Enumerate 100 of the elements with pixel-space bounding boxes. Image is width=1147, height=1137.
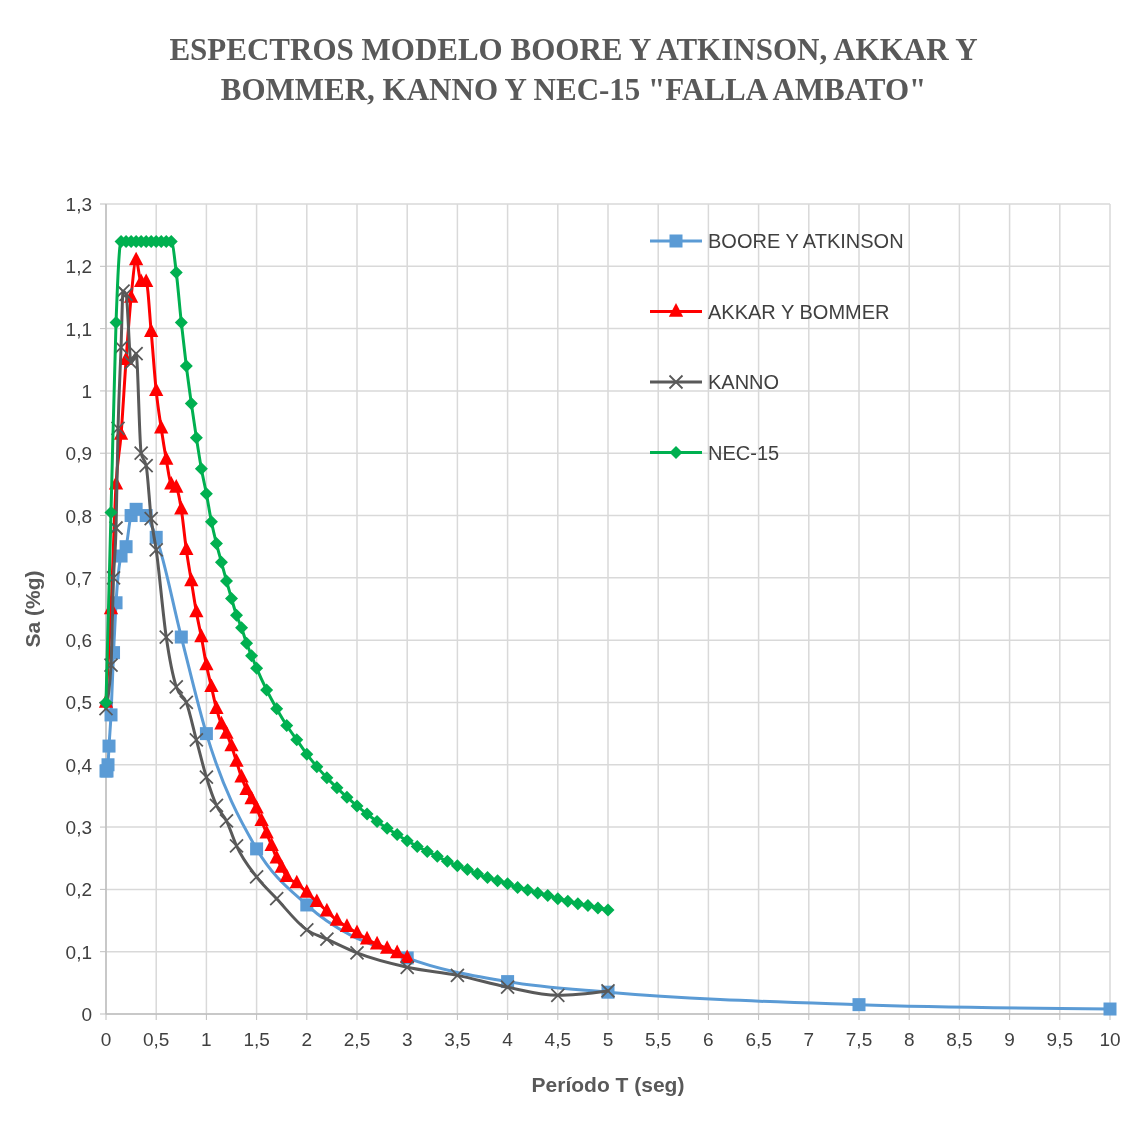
point <box>300 898 314 912</box>
point <box>239 781 254 795</box>
point <box>329 912 345 926</box>
point <box>199 769 214 785</box>
point <box>178 695 194 710</box>
x-tick-label: 4,5 <box>544 1029 572 1050</box>
y-tick-label: 0,6 <box>65 630 92 652</box>
point <box>309 893 324 908</box>
x-tick-label: 0,5 <box>142 1029 170 1050</box>
point <box>250 842 264 856</box>
point <box>274 859 289 873</box>
point <box>168 679 184 695</box>
point <box>390 944 405 959</box>
point <box>128 346 144 361</box>
point <box>149 382 164 397</box>
point <box>104 708 118 722</box>
point <box>319 902 335 917</box>
point <box>133 445 149 461</box>
y-tick-label: 1,1 <box>65 318 92 340</box>
legend-label: NEC-15 <box>708 441 780 464</box>
x-tick-label: 2,5 <box>343 1029 371 1050</box>
point <box>1103 1002 1117 1016</box>
y-tick-label: 0,4 <box>65 754 93 776</box>
point <box>234 768 249 783</box>
x-axis-title: Período T (seg) <box>531 1073 685 1096</box>
point <box>219 725 234 739</box>
point <box>199 656 214 671</box>
point <box>128 251 144 266</box>
point <box>143 511 159 527</box>
x-tick-label: 5,5 <box>644 1029 672 1050</box>
point <box>184 572 199 587</box>
point <box>349 945 365 961</box>
point <box>852 998 866 1012</box>
x-tick-label: 10 <box>1099 1029 1121 1050</box>
point <box>159 451 174 465</box>
y-tick-label: 1 <box>81 380 92 402</box>
chart-title: ESPECTROS MODELO BOORE Y ATKINSON, AKKAR Y BOMMER, KANNO Y NEC-15 "FALLA AMBATO" <box>169 32 978 107</box>
point <box>249 869 264 885</box>
point <box>144 323 159 337</box>
point <box>299 922 315 938</box>
x-tick-label: 9,5 <box>1046 1029 1074 1050</box>
point <box>189 603 204 618</box>
x-tick-label: 1 <box>201 1029 212 1050</box>
legend-label: BOORE Y ATKINSON <box>708 230 904 252</box>
legend-label: AKKAR Y BOMMER <box>708 300 890 323</box>
point <box>289 874 304 889</box>
x-tick-label: 2 <box>301 1029 313 1050</box>
x-tick-label: 8 <box>903 1029 915 1050</box>
point <box>102 739 116 753</box>
point <box>209 797 224 813</box>
point <box>179 541 194 556</box>
x-tick-label: 5 <box>602 1029 614 1050</box>
point <box>450 967 465 983</box>
legend-label: KANNO <box>708 371 780 393</box>
y-tick-label: 0,5 <box>65 692 92 714</box>
point <box>209 700 224 714</box>
point <box>359 930 375 945</box>
point <box>500 979 515 995</box>
x-tick-label: 0 <box>100 1029 112 1050</box>
point <box>229 753 244 767</box>
point <box>399 959 415 975</box>
x-tick-label: 7,5 <box>845 1029 873 1050</box>
point <box>174 630 188 644</box>
x-tick-label: 6 <box>703 1029 714 1050</box>
y-axis-title: Sa (%g) <box>21 570 44 648</box>
point <box>204 678 219 693</box>
x-tick-label: 7 <box>803 1029 815 1050</box>
point <box>319 931 335 947</box>
point <box>550 987 566 1003</box>
point <box>98 701 114 717</box>
point <box>249 799 264 814</box>
y-tick-label: 0,7 <box>65 567 92 589</box>
point <box>224 737 239 752</box>
x-tick-label: 8,5 <box>946 1029 973 1050</box>
point <box>101 758 115 772</box>
point <box>138 458 154 474</box>
point <box>158 629 174 645</box>
point <box>174 500 189 515</box>
point <box>369 935 385 950</box>
point <box>106 570 121 586</box>
x-tick-label: 4 <box>502 1029 514 1050</box>
point <box>154 419 169 434</box>
point <box>148 542 164 558</box>
x-tick-label: 1,5 <box>243 1029 270 1050</box>
point <box>339 918 355 932</box>
point <box>349 924 365 939</box>
y-tick-label: 0,3 <box>65 817 92 839</box>
point <box>199 727 213 741</box>
y-tick-label: 1,3 <box>65 194 92 215</box>
point <box>299 884 314 898</box>
point <box>269 891 285 907</box>
y-tick-label: 0,8 <box>65 505 92 527</box>
x-tick-label: 3 <box>401 1029 413 1050</box>
point <box>194 628 209 643</box>
x-tick-label: 9 <box>1004 1029 1015 1050</box>
point <box>229 838 244 854</box>
y-tick-label: 1,2 <box>65 256 92 278</box>
x-tick-label: 3,5 <box>444 1029 471 1050</box>
point <box>169 479 184 493</box>
point <box>264 837 279 851</box>
